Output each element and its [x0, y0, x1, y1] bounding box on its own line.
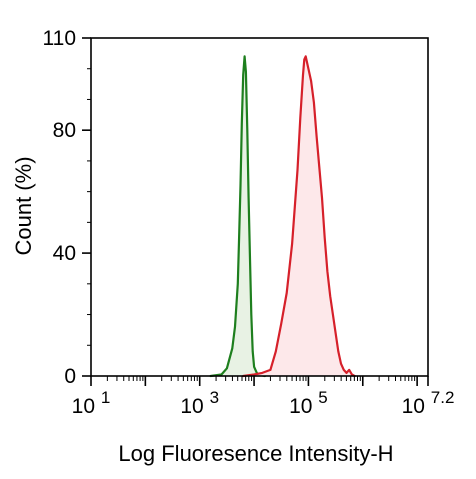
y-tick-label: 80	[53, 119, 76, 142]
series-1-fill	[210, 56, 265, 377]
x-tick-label: 10 5	[289, 388, 328, 418]
series-2-line	[242, 55, 356, 378]
x-axis-title: Log Fluoresence Intensity-H	[118, 441, 393, 466]
plot-frame	[90, 37, 429, 377]
series-1-line	[209, 55, 266, 378]
y-tick-label: 110	[43, 27, 76, 50]
y-axis: 0 40 80 110	[43, 27, 91, 388]
plot-area	[90, 37, 429, 378]
x-axis: 10 1 10 3 10 5 10 7.2	[72, 376, 455, 418]
y-tick-label: 40	[53, 242, 76, 265]
x-tick-label: 10 1	[72, 388, 111, 418]
x-tick-label: 10 7.2	[402, 388, 455, 418]
series-2-fill	[243, 56, 355, 377]
y-tick-label: 0	[64, 365, 76, 388]
y-axis-title: Count (%)	[11, 156, 36, 255]
x-tick-label: 10 3	[180, 388, 219, 418]
